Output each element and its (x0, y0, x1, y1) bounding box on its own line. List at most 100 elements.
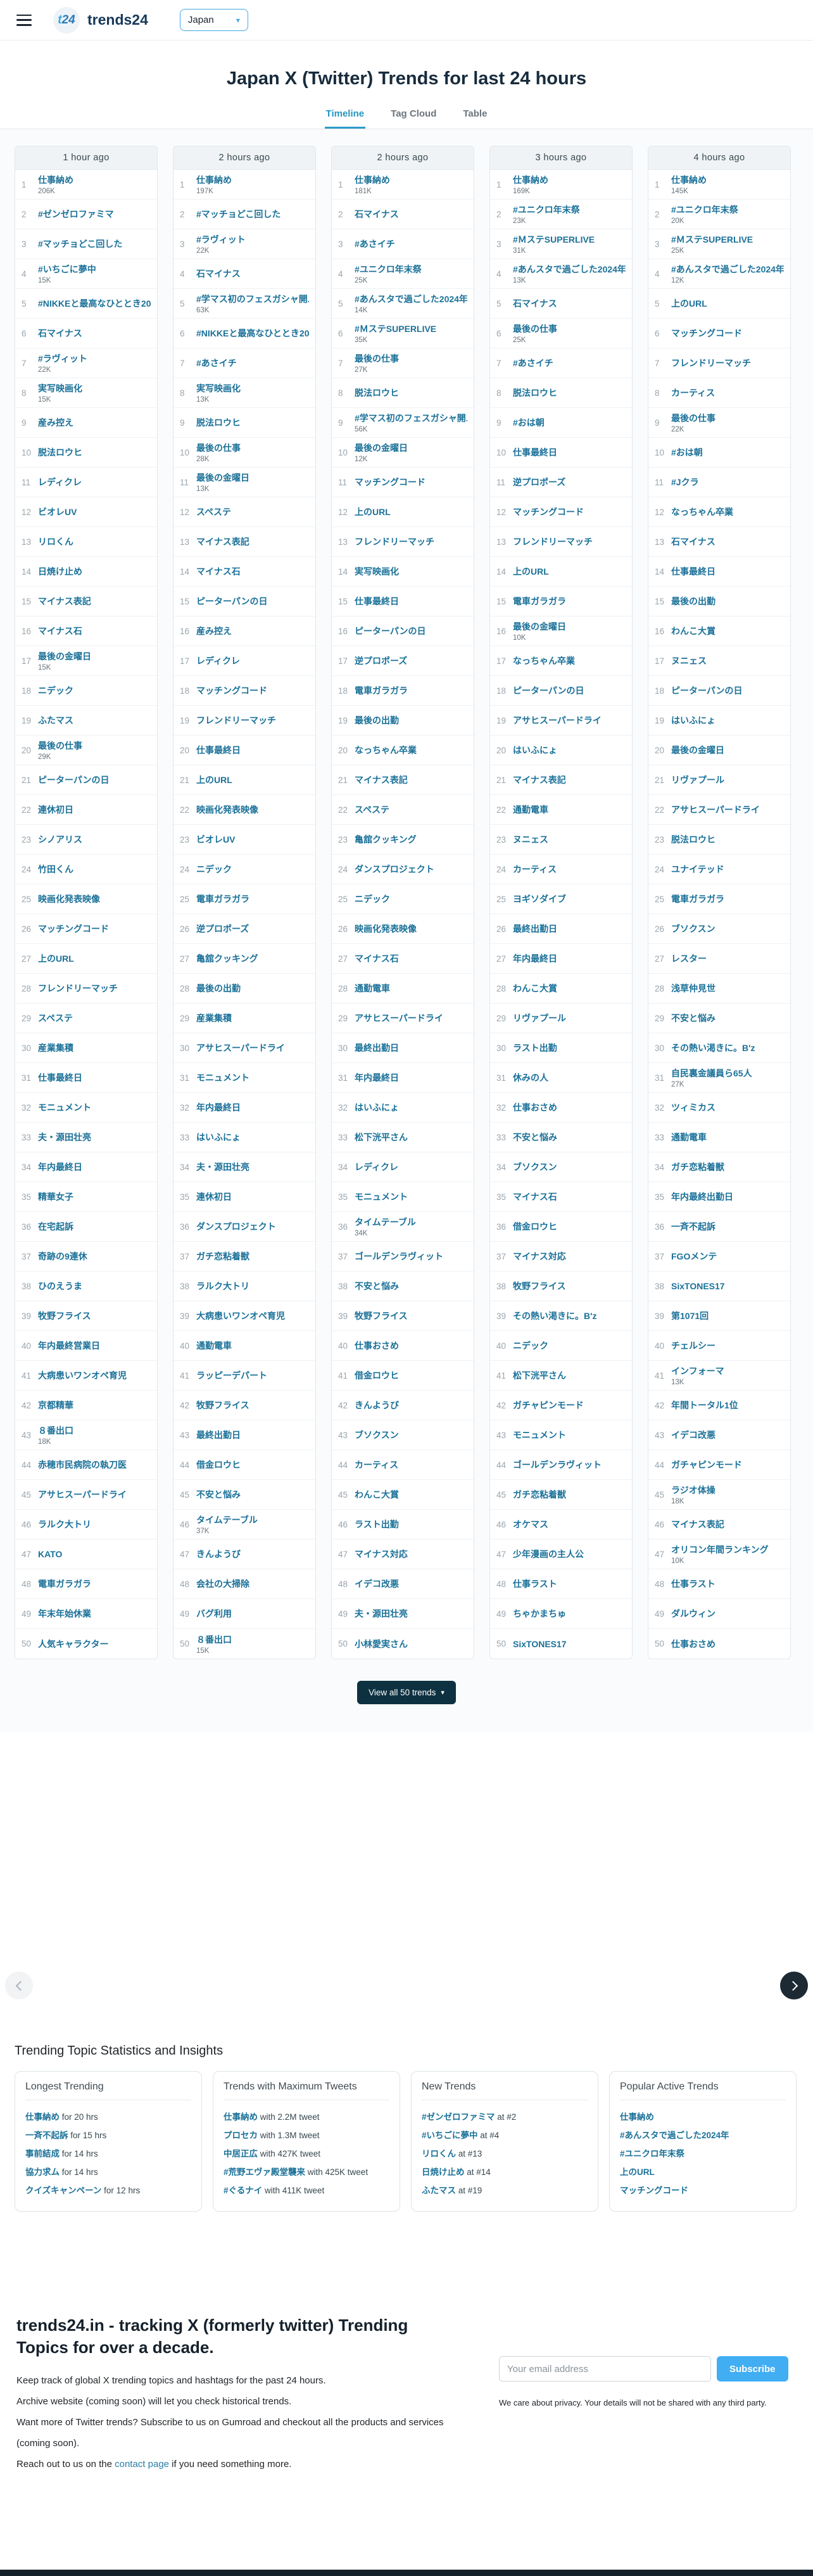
trend-link[interactable]: ラルク大トリ (196, 1281, 249, 1291)
trend-link[interactable]: #あさイチ (196, 358, 237, 368)
trend-link[interactable]: 石マイナス (38, 328, 82, 338)
trend-link[interactable]: SixTONES17 (671, 1281, 725, 1291)
trend-link[interactable]: マイナス石 (513, 1192, 557, 1202)
trend-link[interactable]: 中居正広 (224, 2149, 258, 2159)
trend-link[interactable]: 仕事おさめ (513, 1102, 557, 1113)
trend-link[interactable]: 最後の金曜日 (355, 443, 408, 453)
trend-link[interactable]: 松下洸平さん (513, 1370, 566, 1380)
trend-link[interactable]: 仕事最終日 (671, 566, 715, 577)
trend-link[interactable]: 最後の出勤 (355, 715, 399, 725)
email-input[interactable] (499, 2356, 711, 2382)
trend-link[interactable]: #マッチョどこ回した (196, 209, 281, 219)
trend-link[interactable]: ラスト出勤 (513, 1043, 557, 1053)
trend-link[interactable]: 逆プロポーズ (355, 656, 408, 666)
trend-link[interactable]: マイナス表記 (196, 537, 249, 547)
trend-link[interactable]: モニュメント (355, 1192, 408, 1202)
carousel-next-button[interactable] (780, 1972, 808, 1999)
trend-link[interactable]: リロくん (38, 537, 73, 547)
trend-link[interactable]: 不安と悩み (513, 1132, 557, 1142)
trend-link[interactable]: #いちごに夢中 (38, 264, 96, 274)
trend-link[interactable]: アサヒスーパードライ (671, 805, 760, 815)
trend-link[interactable]: マイナス石 (196, 566, 241, 577)
trend-link[interactable]: 牧野フライス (355, 1311, 408, 1321)
trend-link[interactable]: 奇跡の9連休 (38, 1251, 87, 1261)
trend-link[interactable]: マッチングコード (671, 328, 742, 338)
trend-link[interactable]: 年内最終日 (513, 953, 557, 964)
trend-link[interactable]: 休みの人 (513, 1073, 548, 1083)
tab-table[interactable]: Table (463, 108, 488, 119)
trend-link[interactable]: アサヒスーパードライ (513, 715, 602, 725)
trend-link[interactable]: 日焼け止め (38, 566, 82, 577)
trend-link[interactable]: 最後の金曜日 (196, 473, 249, 483)
trend-link[interactable]: 仕事納め (513, 175, 548, 185)
trend-link[interactable]: タイムテーブル (196, 1515, 258, 1525)
trend-link[interactable]: 竹田くん (38, 864, 73, 874)
trend-link[interactable]: 映画化発表映像 (38, 894, 100, 904)
trend-link[interactable]: レディクレ (38, 477, 82, 487)
trend-link[interactable]: ニデック (355, 894, 390, 904)
trend-link[interactable]: ガチャピンモード (671, 1460, 742, 1470)
trend-link[interactable]: わんこ大賞 (671, 626, 715, 636)
trend-link[interactable]: #おは朝 (513, 418, 545, 428)
trend-link[interactable]: 亀舘クッキング (196, 953, 258, 964)
trend-link[interactable]: ひのえうま (38, 1281, 82, 1291)
trend-link[interactable]: 石マイナス (355, 209, 399, 219)
trend-link[interactable]: #ラヴィット (196, 234, 246, 245)
trend-link[interactable]: バグ利用 (196, 1609, 232, 1619)
trend-link[interactable]: 仕事最終日 (355, 596, 399, 606)
trend-link[interactable]: 松下洸平さん (355, 1132, 408, 1142)
trend-link[interactable]: KATO (38, 1549, 63, 1559)
trend-link[interactable]: ゴールデンラヴィット (513, 1460, 602, 1470)
trend-link[interactable]: ラスト出勤 (355, 1519, 399, 1529)
trend-link[interactable]: 最後の仕事 (355, 354, 399, 364)
trend-link[interactable]: 最後の金曜日 (671, 745, 724, 755)
trend-link[interactable]: 年内最終日 (38, 1162, 82, 1172)
trend-link[interactable]: 実写映画化 (355, 566, 399, 577)
trend-link[interactable]: わんこ大賞 (513, 983, 557, 993)
trend-link[interactable]: 浅草仲見世 (671, 983, 715, 993)
trend-link[interactable]: FGOメンテ (671, 1251, 717, 1261)
trend-link[interactable]: 最後の仕事 (513, 324, 557, 334)
trend-link[interactable]: 通勤電車 (671, 1132, 707, 1142)
trend-link[interactable]: マイナス対応 (513, 1251, 566, 1261)
trend-link[interactable]: レスター (671, 953, 707, 964)
trend-link[interactable]: なっちゃん卒業 (513, 656, 575, 666)
trend-link[interactable]: 夫・源田壮亮 (196, 1162, 249, 1172)
trend-link[interactable]: #ユニクロ年末祭 (671, 205, 738, 215)
trend-link[interactable]: 日焼け止め (422, 2167, 465, 2177)
trend-link[interactable]: 自民裏金議員ら65人 (671, 1068, 752, 1078)
trend-link[interactable]: オケマス (513, 1519, 548, 1529)
trend-link[interactable]: マッチングコード (196, 685, 267, 696)
trend-link[interactable]: ニデック (38, 685, 73, 696)
tab-tag-cloud[interactable]: Tag Cloud (391, 108, 437, 119)
trend-link[interactable]: ８番出口 (38, 1425, 73, 1436)
trend-link[interactable]: SixTONES17 (513, 1638, 567, 1649)
trend-link[interactable]: ビオレUV (38, 507, 77, 517)
trend-link[interactable]: はいふにょ (513, 745, 557, 755)
trend-link[interactable]: #あんスタで過ごした2024年 (671, 264, 784, 274)
trend-link[interactable]: ダルウィン (671, 1609, 715, 1619)
trend-link[interactable]: はいふにょ (671, 715, 715, 725)
trend-link[interactable]: アサヒスーパードライ (355, 1013, 443, 1023)
trend-link[interactable]: 産み控え (38, 418, 73, 428)
contact-page-link[interactable]: contact page (115, 2459, 170, 2470)
trend-link[interactable]: 仕事ラスト (671, 1579, 715, 1589)
trend-link[interactable]: 石マイナス (513, 298, 557, 309)
trend-link[interactable]: #学マス初のフェスガシャ開... (355, 413, 467, 423)
trend-link[interactable]: ダンスプロジェクト (355, 864, 434, 874)
trend-link[interactable]: プロセカ (224, 2131, 258, 2141)
trend-link[interactable]: アサヒスーパードライ (196, 1043, 285, 1053)
trend-link[interactable]: ふたマス (38, 715, 73, 725)
trend-link[interactable]: レディクレ (355, 1162, 399, 1172)
trend-link[interactable]: フレンドリーマッチ (671, 358, 751, 368)
trend-link[interactable]: #マッチョどこ回した (38, 239, 123, 249)
trend-link[interactable]: #ゼンゼロファミマ (422, 2112, 495, 2122)
trend-link[interactable]: 映画化発表映像 (196, 805, 258, 815)
trend-link[interactable]: #あんスタで過ごした2024年 (355, 294, 467, 304)
trend-link[interactable]: モニュメント (196, 1073, 249, 1083)
trend-link[interactable]: 電車ガラガラ (355, 685, 408, 696)
trend-link[interactable]: 映画化発表映像 (355, 924, 417, 934)
tab-timeline[interactable]: Timeline (324, 108, 366, 129)
trend-link[interactable]: 上のURL (513, 566, 549, 577)
trend-link[interactable]: 仕事おさめ (671, 1638, 715, 1649)
